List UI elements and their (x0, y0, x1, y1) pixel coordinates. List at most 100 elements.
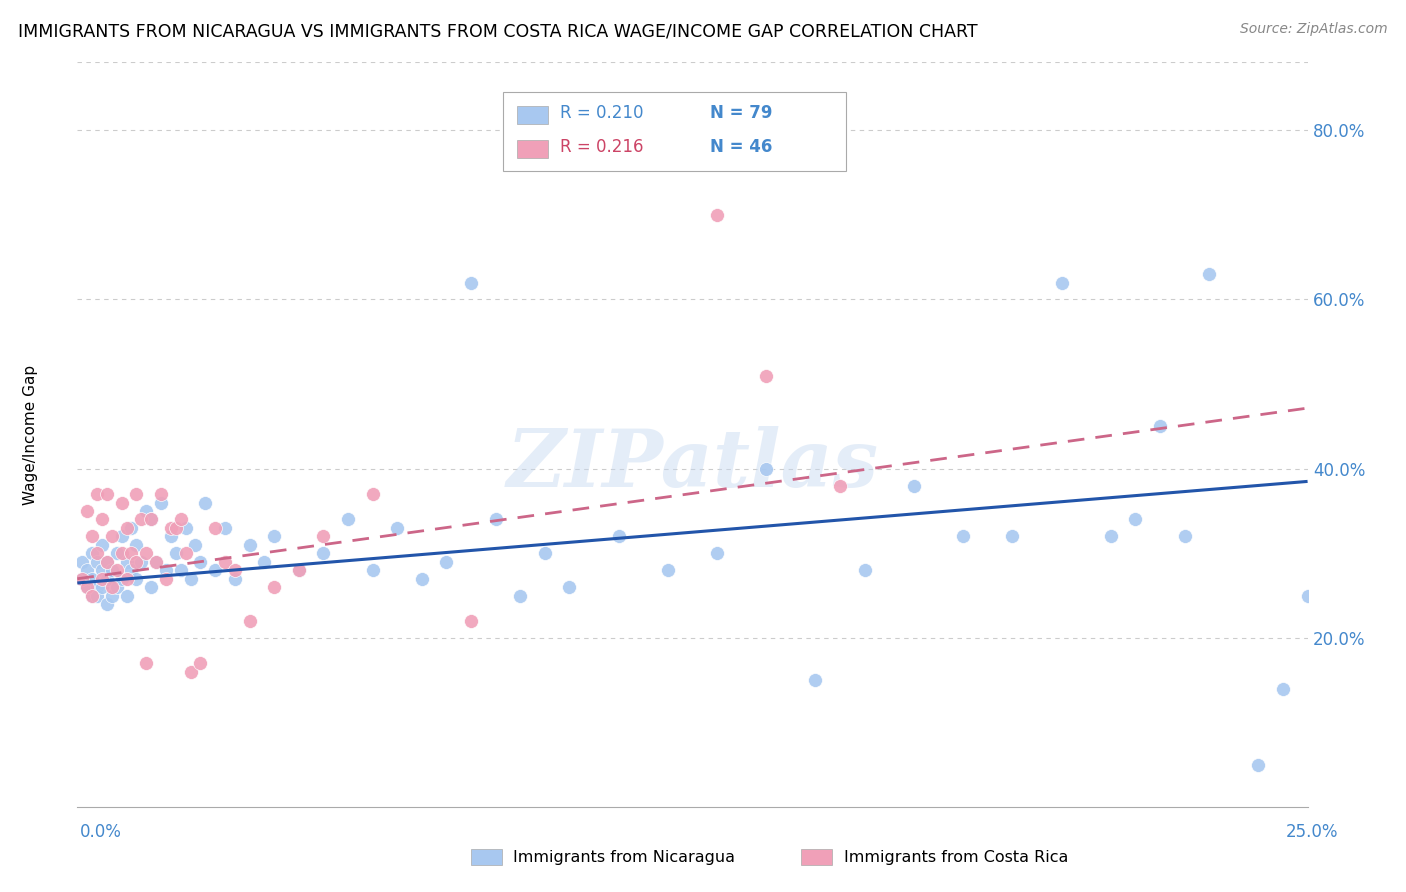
Point (125, 572, 148, 586)
Text: R = 0.216: R = 0.216 (560, 138, 643, 156)
Point (96, 487, 118, 501)
Point (337, 512, 360, 526)
Point (105, 563, 128, 577)
Point (436, 555, 458, 569)
Point (1001, 529, 1024, 543)
Point (288, 563, 311, 577)
Point (105, 580, 128, 594)
Point (101, 580, 124, 594)
Point (145, 555, 167, 569)
Point (1125, 512, 1147, 526)
Point (253, 555, 276, 569)
Point (190, 657, 212, 671)
Text: Immigrants from Costa Rica: Immigrants from Costa Rica (844, 850, 1069, 864)
Point (706, 546, 728, 560)
Point (160, 521, 183, 535)
Point (82, 572, 104, 586)
Text: Wage/Income Gap: Wage/Income Gap (22, 365, 38, 505)
Point (1247, 758, 1270, 772)
Point (190, 555, 212, 569)
Point (111, 546, 132, 560)
Point (1149, 419, 1171, 434)
Point (214, 555, 236, 569)
Point (174, 546, 197, 560)
Text: N = 46: N = 46 (710, 138, 772, 156)
Point (160, 529, 183, 543)
Text: Immigrants from Nicaragua: Immigrants from Nicaragua (513, 850, 735, 864)
Point (558, 580, 581, 594)
Text: ZIPatlas: ZIPatlas (506, 425, 879, 503)
Point (86, 546, 108, 560)
Text: 0.0%: 0.0% (80, 822, 122, 840)
Point (135, 504, 157, 518)
Point (125, 487, 148, 501)
Point (86, 555, 108, 569)
Point (853, 563, 876, 577)
Point (387, 521, 409, 535)
Point (361, 487, 384, 501)
Text: Source: ZipAtlas.com: Source: ZipAtlas.com (1240, 22, 1388, 37)
Point (1198, 267, 1220, 281)
Point (76, 504, 98, 518)
Point (90, 572, 114, 586)
Point (170, 563, 193, 577)
Point (312, 546, 335, 560)
Point (96, 597, 118, 611)
Point (288, 563, 311, 577)
Point (82, 546, 104, 560)
Point (1296, 589, 1319, 603)
Point (82, 589, 104, 603)
Point (76, 563, 98, 577)
Point (804, 673, 827, 688)
Point (82, 589, 104, 603)
Point (607, 529, 630, 543)
Point (1272, 681, 1295, 696)
Point (174, 521, 197, 535)
Point (135, 546, 157, 560)
Point (121, 546, 143, 560)
Point (706, 208, 728, 222)
Point (224, 572, 246, 586)
Point (830, 478, 852, 492)
Point (115, 555, 138, 569)
Point (131, 555, 153, 569)
Point (76, 580, 98, 594)
Point (121, 563, 143, 577)
Point (96, 555, 118, 569)
Point (90, 538, 114, 552)
Point (361, 563, 384, 577)
Point (90, 512, 114, 526)
Point (180, 665, 202, 679)
Point (96, 555, 118, 569)
Point (135, 657, 157, 671)
Point (141, 512, 163, 526)
Point (657, 563, 679, 577)
Point (105, 546, 128, 560)
Point (115, 521, 138, 535)
Point (70, 572, 93, 586)
Point (90, 580, 114, 594)
Point (86, 487, 108, 501)
Point (534, 546, 557, 560)
Point (111, 529, 132, 543)
Point (115, 589, 138, 603)
Point (121, 521, 143, 535)
Point (111, 572, 132, 586)
Point (239, 538, 262, 552)
Point (1050, 276, 1073, 290)
Point (125, 538, 148, 552)
Point (180, 572, 202, 586)
Point (263, 529, 285, 543)
Point (82, 529, 104, 543)
Point (204, 563, 226, 577)
Point (214, 521, 236, 535)
Text: 25.0%: 25.0% (1286, 822, 1339, 840)
Point (86, 589, 108, 603)
Point (155, 563, 177, 577)
Point (165, 521, 187, 535)
Point (460, 614, 482, 628)
Point (312, 529, 335, 543)
Point (145, 555, 167, 569)
Point (460, 276, 482, 290)
Point (150, 495, 173, 509)
